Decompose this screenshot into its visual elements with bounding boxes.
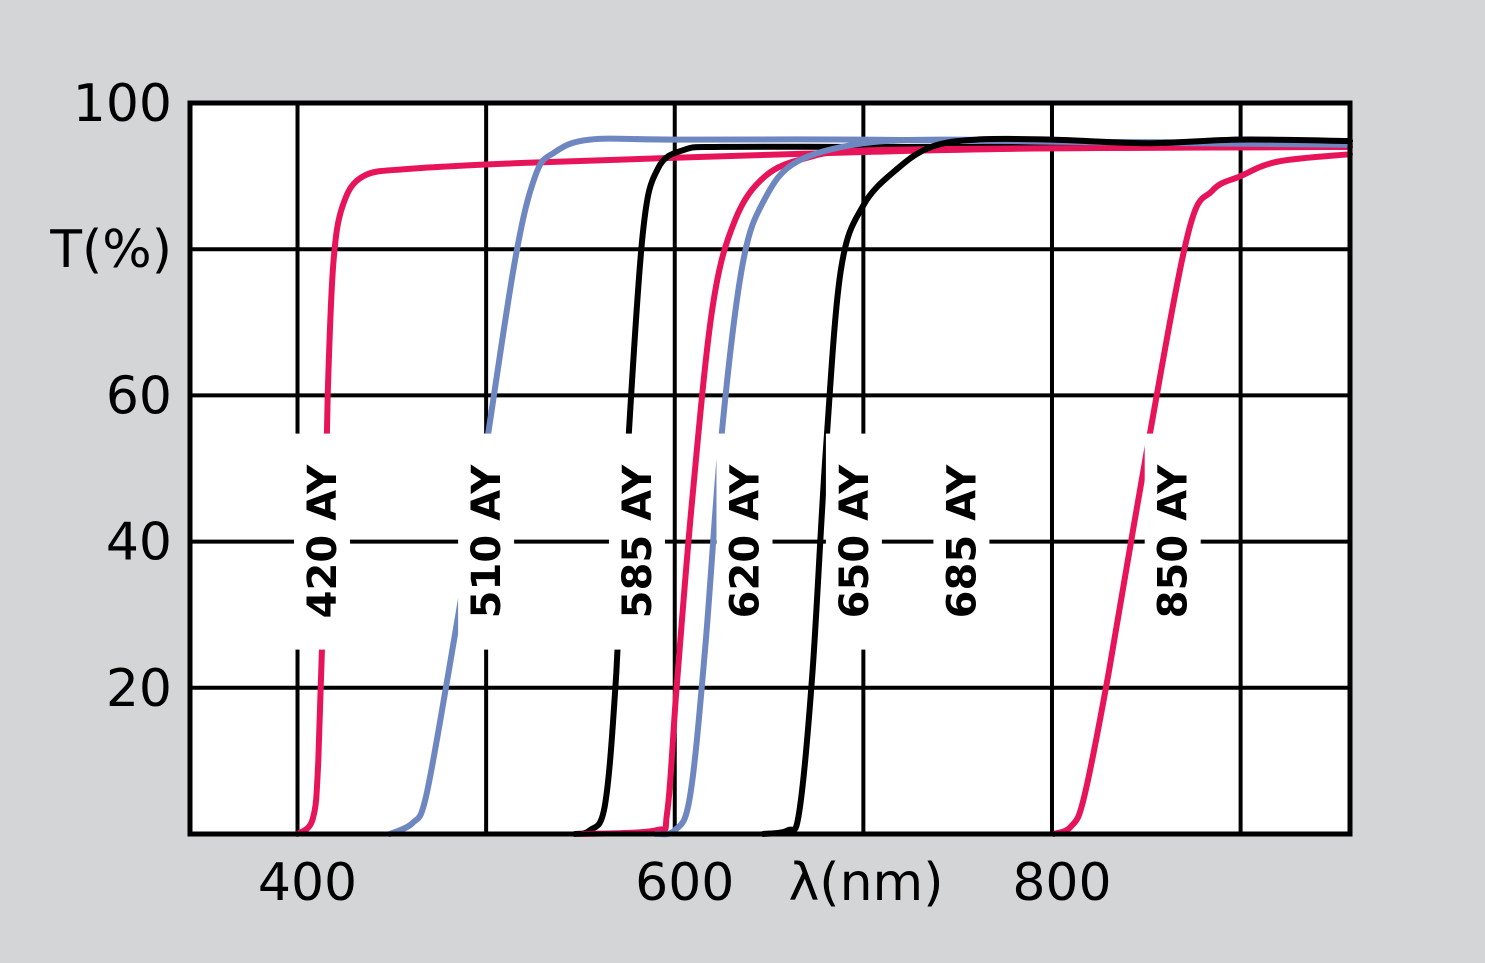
series-label-group-685-ay: 685 AY [933, 433, 990, 650]
series-label-group-585-ay: 585 AY [609, 433, 665, 650]
series-label-685-ay: 685 AY [939, 464, 985, 619]
x-axis-title: λ(nm) [789, 853, 944, 913]
y-axis-title: T(%) [49, 220, 172, 280]
series-line-850-ay [1050, 151, 1353, 837]
y-tick-label: 100 [73, 74, 172, 134]
x-tick-label: 800 [1012, 853, 1111, 913]
series-labels: 420 AY 510 AY 585 AY 620 AY 650 AY 685 AY 850 … [294, 433, 1201, 650]
series-label-backdrop [825, 433, 882, 650]
y-tick-label: 60 [106, 366, 172, 426]
series-label-850-ay: 850 AY [1151, 464, 1197, 619]
series-label-backdrop [1144, 433, 1201, 650]
series-label-backdrop [609, 433, 665, 650]
series-label-group-620-ay: 620 AY [716, 433, 773, 650]
series-label-650-ay: 650 AY [832, 464, 878, 619]
series-label-420-ay: 420 AY [300, 464, 346, 619]
series-label-backdrop [458, 433, 515, 650]
series-curves [294, 135, 1353, 838]
series-label-backdrop [294, 433, 350, 650]
y-tick-labels: 20 40 60 100 [73, 74, 172, 719]
series-label-585-ay: 585 AY [615, 464, 661, 619]
x-tick-labels: 400 600 800 [258, 853, 1112, 913]
series-label-group-650-ay: 650 AY [825, 433, 882, 650]
y-tick-label: 40 [106, 513, 172, 573]
series-line-620-ay [579, 143, 1353, 837]
plot-frame [187, 100, 1353, 837]
series-line-685-ay [760, 135, 1353, 837]
x-tick-label: 400 [258, 853, 357, 913]
series-label-group-510-ay: 510 AY [458, 433, 515, 650]
series-label-backdrop [716, 433, 773, 650]
x-tick-label: 600 [635, 853, 734, 913]
series-label-group-420-ay: 420 AY [294, 433, 350, 650]
series-label-backdrop [933, 433, 990, 650]
series-label-620-ay: 620 AY [723, 464, 769, 619]
series-label-group-850-ay: 850 AY [1144, 433, 1201, 650]
series-label-510-ay: 510 AY [464, 464, 510, 619]
y-tick-label: 20 [106, 659, 172, 719]
